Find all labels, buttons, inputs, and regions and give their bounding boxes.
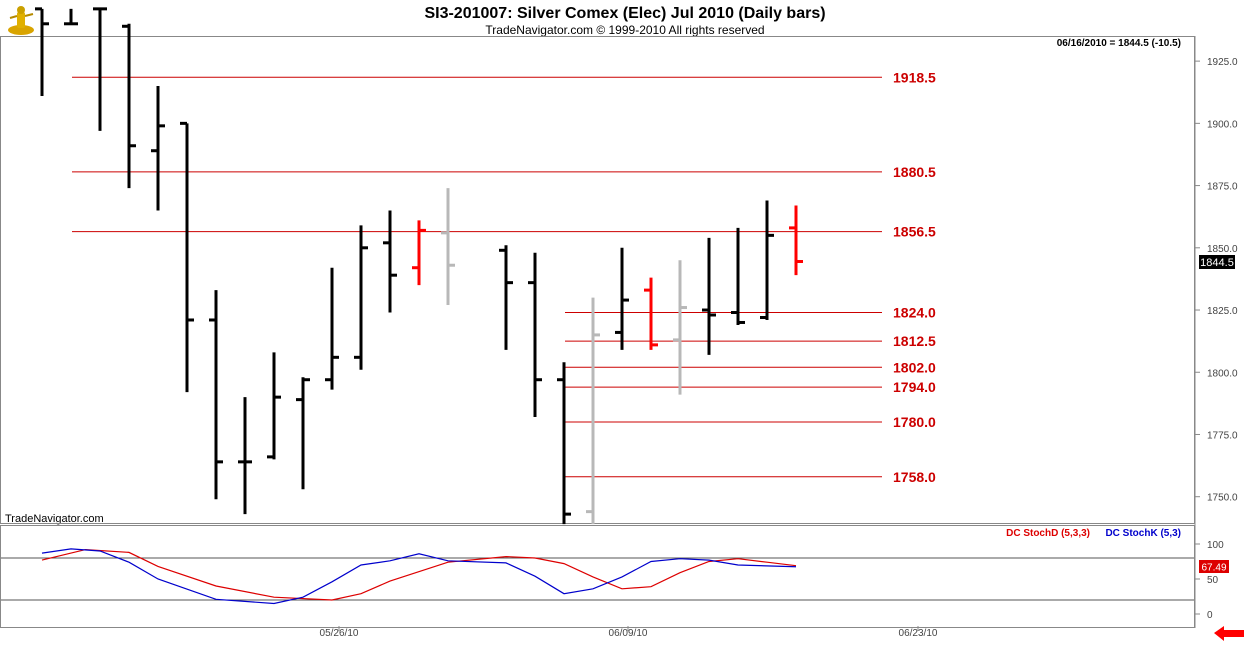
price-tick-label: 1825.0 [1207, 306, 1238, 317]
level-label: 1918.5 [893, 69, 936, 85]
stochastic-lines [41, 548, 797, 605]
legend-stoch-k: DC StochK (5,3) [1105, 528, 1181, 539]
level-label: 1856.5 [893, 224, 936, 240]
last-price-marker: 1844.5 [1199, 255, 1235, 269]
ohlc-bar [731, 227, 745, 325]
price-tick-label: 1925.0 [1207, 57, 1238, 68]
ohlc-bar [615, 247, 629, 350]
ohlc-bar [412, 220, 426, 286]
ohlc-bar [325, 267, 339, 390]
level-label: 1824.0 [893, 305, 936, 321]
ohlc-bar [267, 352, 281, 460]
ohlc-bar [354, 225, 368, 370]
ohlc-bar [151, 86, 165, 211]
watermark: TradeNavigator.com [5, 513, 104, 525]
chart-subtitle: TradeNavigator.com © 1999-2010 All right… [485, 23, 764, 37]
stoch-tick-label: 50 [1207, 575, 1219, 586]
level-label: 1802.0 [893, 359, 936, 375]
quote-readout: 06/16/2010 = 1844.5 (-10.5) [1057, 38, 1181, 49]
ohlc-bar [35, 7, 49, 96]
legend-stoch-d: DC StochD (5,3,3) [1006, 528, 1090, 539]
stoch-tick-label: 0 [1207, 610, 1213, 621]
level-label: 1758.0 [893, 469, 936, 485]
ohlc-bar [760, 200, 774, 320]
ohlc-bar [122, 23, 136, 189]
ohlc-bar [557, 362, 571, 525]
date-tick-label: 06/09/10 [609, 628, 648, 639]
level-label: 1794.0 [893, 379, 936, 395]
level-label: 1812.5 [893, 333, 936, 349]
date-tick-label: 05/26/10 [320, 628, 359, 639]
price-tick-label: 1800.0 [1207, 368, 1238, 379]
price-tick-label: 1875.0 [1207, 182, 1238, 193]
ohlc-bar [673, 260, 687, 395]
stoch-d-line [41, 548, 797, 601]
stochastic-axis: 0 50 100 [1, 540, 1224, 621]
stoch-last-label: 67.49 [1201, 563, 1226, 574]
ohlc-bar [441, 188, 455, 306]
ohlc-bar [296, 377, 310, 490]
price-tick-label: 1900.0 [1207, 119, 1238, 130]
level-label: 1880.5 [893, 164, 936, 180]
ohlc-bar [528, 252, 542, 418]
trader-figure-logo [8, 6, 34, 35]
stoch-k-line [41, 548, 797, 605]
ohlc-bar [93, 7, 107, 131]
price-tick-label: 1750.0 [1207, 493, 1238, 504]
chart-title: SI3-201007: Silver Comex (Elec) Jul 2010… [424, 5, 825, 22]
ohlc-bar [702, 237, 716, 355]
date-tick-label: 06/23/10 [899, 628, 938, 639]
ohlc-bar [644, 277, 658, 350]
scroll-left-arrow-icon[interactable] [1214, 626, 1244, 641]
ohlc-bar [383, 210, 397, 313]
price-tick-label: 1775.0 [1207, 430, 1238, 441]
price-axis: 1750.0 1775.0 1800.0 1825.0 1850.0 1875.0 1900… [1195, 57, 1238, 504]
price-tick-label: 1850.0 [1207, 244, 1238, 255]
ohlc-bar [499, 245, 513, 350]
date-axis: 05/26/10 06/09/10 06/23/10 [320, 626, 938, 639]
level-label: 1780.0 [893, 414, 936, 430]
ohlc-bars [35, 7, 803, 525]
stoch-tick-label: 100 [1207, 540, 1224, 551]
ohlc-bar [180, 121, 194, 393]
support-resistance-levels: 1918.5 1880.5 1856.5 1824.0 1812.5 1802.0 1794… [72, 69, 936, 485]
ohlc-bar [586, 297, 600, 525]
ohlc-bar [64, 8, 78, 26]
stoch-last-marker: 67.49 [1199, 560, 1229, 574]
ohlc-bar [789, 205, 803, 276]
ohlc-bar [209, 290, 223, 500]
last-price-label: 1844.5 [1200, 257, 1234, 269]
ohlc-bar [238, 397, 252, 515]
